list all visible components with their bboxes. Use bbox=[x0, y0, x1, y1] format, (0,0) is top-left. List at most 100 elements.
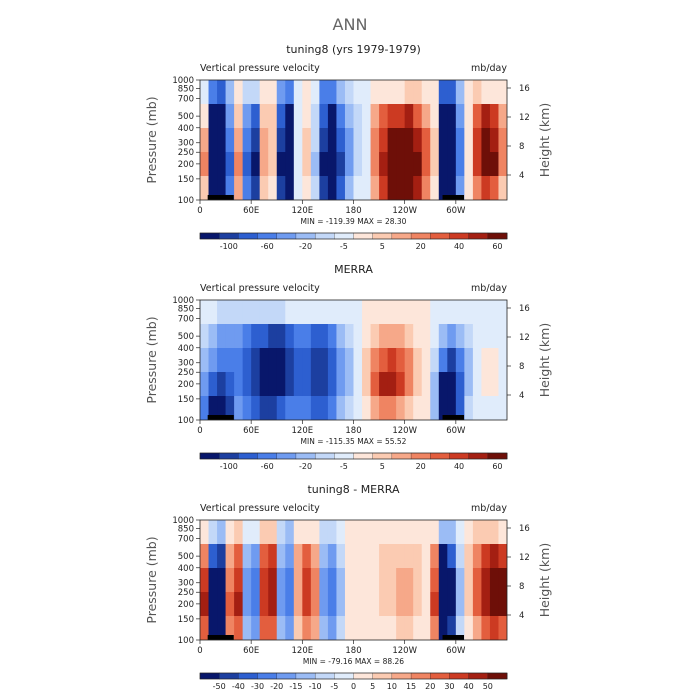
field-cell bbox=[481, 396, 491, 420]
colorbar-swatch bbox=[295, 232, 316, 240]
field-cell bbox=[310, 348, 320, 373]
field-cell bbox=[421, 104, 431, 129]
field-cell bbox=[430, 396, 440, 420]
field-cell bbox=[379, 348, 389, 373]
field-cell bbox=[259, 176, 269, 200]
x-tick-label: 0 bbox=[197, 426, 202, 436]
field-cell bbox=[413, 372, 423, 397]
y2-tick-label: 4 bbox=[519, 391, 524, 401]
colorbar-swatch bbox=[410, 232, 431, 240]
field-cell bbox=[276, 396, 286, 420]
y-tick-label: 700 bbox=[178, 95, 194, 105]
field-cell bbox=[217, 568, 227, 593]
field-cell bbox=[285, 348, 295, 373]
colorbar-swatch bbox=[468, 232, 489, 240]
field-cell bbox=[396, 568, 406, 593]
field-cell bbox=[498, 104, 507, 129]
field-cell bbox=[208, 324, 218, 349]
colorbar-swatch bbox=[487, 232, 508, 240]
x-tick-label: 120E bbox=[292, 206, 314, 216]
field-cell bbox=[225, 128, 235, 153]
field-cell bbox=[327, 616, 338, 640]
y-tick-label: 700 bbox=[178, 315, 194, 325]
field-cell bbox=[259, 616, 269, 640]
field-cell bbox=[447, 80, 457, 105]
field-cell bbox=[268, 176, 278, 200]
field-cell bbox=[455, 520, 465, 545]
field-cell bbox=[379, 152, 389, 177]
field-cell bbox=[396, 544, 406, 569]
field-cell bbox=[200, 128, 210, 153]
field-cell bbox=[225, 324, 235, 349]
field-cell bbox=[455, 80, 465, 105]
field-cell bbox=[302, 152, 312, 177]
topography-mask bbox=[442, 635, 465, 640]
field-cell bbox=[430, 104, 440, 129]
field-cell bbox=[336, 80, 346, 105]
y-tick-label: 250 bbox=[178, 368, 194, 378]
field-cell bbox=[217, 372, 227, 397]
field-cell bbox=[464, 128, 474, 153]
field-cell bbox=[336, 176, 346, 200]
field-cell bbox=[472, 348, 483, 373]
field-cell bbox=[489, 520, 500, 545]
field-cell bbox=[370, 80, 380, 105]
field-cell bbox=[396, 152, 406, 177]
field-cell bbox=[344, 520, 355, 545]
field-cell bbox=[455, 128, 465, 153]
field-cell bbox=[421, 152, 431, 177]
field-cell bbox=[404, 324, 414, 349]
field-cell bbox=[336, 592, 346, 617]
field-cell bbox=[438, 176, 448, 200]
field-cell bbox=[455, 372, 465, 397]
field-cell bbox=[447, 592, 457, 617]
field-cell bbox=[251, 128, 261, 153]
field-cell bbox=[251, 396, 261, 420]
field-cell bbox=[208, 616, 218, 640]
field-cell bbox=[353, 568, 363, 593]
field-cell bbox=[455, 348, 465, 373]
y-axis-label: Pressure (mb) bbox=[144, 96, 159, 183]
field-cell bbox=[276, 300, 286, 325]
field-cell bbox=[285, 372, 295, 397]
field-cell bbox=[276, 176, 286, 200]
field-cell bbox=[225, 80, 235, 105]
field-cell bbox=[276, 348, 286, 373]
field-cell bbox=[293, 348, 303, 373]
field-cell bbox=[208, 568, 218, 593]
field-cell bbox=[319, 176, 329, 200]
colorbar-swatch bbox=[372, 672, 393, 680]
field-cell bbox=[430, 152, 440, 177]
y2-tick-label: 8 bbox=[519, 362, 524, 372]
field-cell bbox=[362, 300, 372, 325]
field-cell bbox=[396, 80, 406, 105]
y-tick-label: 100 bbox=[178, 636, 194, 646]
field-cell bbox=[336, 568, 346, 593]
contour-field bbox=[200, 520, 507, 640]
field-cell bbox=[481, 324, 491, 349]
field-cell bbox=[387, 104, 397, 129]
colorbar-label: -30 bbox=[251, 682, 264, 691]
field-cell bbox=[489, 396, 500, 420]
field-cell bbox=[310, 616, 320, 640]
field-cell bbox=[370, 152, 380, 177]
field-cell bbox=[396, 616, 406, 640]
field-cell bbox=[481, 616, 491, 640]
field-cell bbox=[251, 348, 261, 373]
field-cell bbox=[353, 520, 363, 545]
field-cell bbox=[293, 128, 303, 153]
field-cell bbox=[413, 592, 423, 617]
units-label: mb/day bbox=[471, 63, 507, 74]
colorbar-swatch bbox=[449, 232, 470, 240]
field-cell bbox=[285, 616, 295, 640]
field-cell bbox=[421, 176, 431, 200]
colorbar-label: 20 bbox=[416, 242, 426, 251]
field-cell bbox=[336, 324, 346, 349]
colorbar-label: -100 bbox=[220, 462, 238, 471]
field-cell bbox=[336, 104, 346, 129]
field-cell bbox=[498, 176, 507, 200]
colorbar-label: 5 bbox=[370, 682, 375, 691]
field-cell bbox=[472, 544, 483, 569]
field-cell bbox=[379, 104, 389, 129]
field-cell bbox=[464, 152, 474, 177]
